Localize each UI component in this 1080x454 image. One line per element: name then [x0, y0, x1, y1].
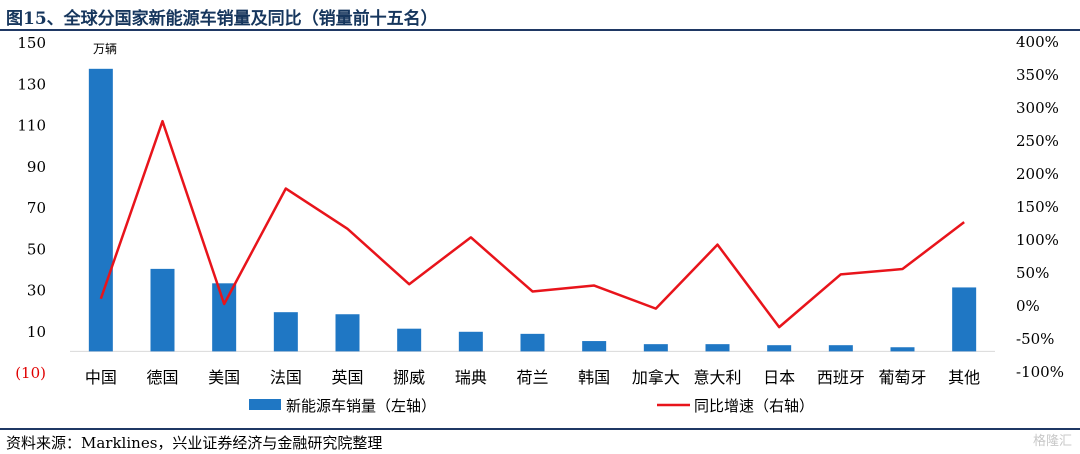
- left-tick-label: 130: [17, 75, 46, 93]
- bar: [828, 345, 853, 352]
- category-label: 其他: [948, 368, 980, 387]
- right-tick-label: -100%: [1016, 363, 1064, 381]
- legend-line-label: 同比增速（右轴）: [694, 397, 814, 415]
- category-label: 美国: [208, 368, 240, 387]
- bar: [397, 328, 422, 352]
- right-tick-label: 200%: [1016, 165, 1059, 183]
- right-tick-label: -50%: [1016, 330, 1054, 348]
- category-label: 韩国: [578, 368, 610, 387]
- yoy-line-series: [99, 119, 965, 329]
- legend-bar-swatch: [249, 399, 281, 410]
- source-note: 资料来源：Marklines，兴业证券经济与金融研究院整理: [6, 434, 383, 452]
- right-tick-label: 300%: [1016, 99, 1059, 117]
- watermark-logo: 格隆汇: [1032, 434, 1072, 449]
- left-tick-label: 10: [27, 323, 46, 341]
- bar: [335, 314, 360, 352]
- right-tick-label: 100%: [1016, 231, 1059, 249]
- bar: [520, 333, 545, 352]
- bar: [643, 344, 668, 352]
- left-tick-label: (10): [15, 364, 46, 382]
- category-label: 德国: [146, 368, 178, 387]
- bar: [150, 268, 175, 352]
- unit-label: 万辆: [93, 42, 117, 56]
- bar: [767, 345, 792, 352]
- category-label: 挪威: [393, 368, 425, 387]
- right-tick-label: 350%: [1016, 66, 1059, 84]
- bar: [273, 312, 298, 352]
- bar: [88, 68, 113, 352]
- bar: [705, 344, 730, 352]
- legend-bar-label: 新能源车销量（左轴）: [286, 397, 436, 415]
- chart-title: 图15、全球分国家新能源车销量及同比（销量前十五名）: [6, 9, 438, 29]
- bar: [458, 331, 483, 352]
- category-label: 荷兰: [516, 368, 548, 387]
- category-label: 日本: [763, 368, 795, 387]
- left-tick-label: 110: [17, 117, 46, 135]
- category-label: 葡萄牙: [878, 368, 926, 387]
- category-label: 瑞典: [455, 368, 487, 387]
- right-axis: 400% 350% 300% 250% 200% 150% 100% 50% 0% -50% -10…: [1016, 33, 1064, 381]
- right-tick-label: 400%: [1016, 33, 1059, 51]
- category-labels: 中国 德国 美国 法国 英国 挪威 瑞典 荷兰 韩国 加拿大 意大利 日本 西班牙 葡萄牙 其他: [85, 368, 980, 387]
- left-tick-label: 50: [27, 240, 46, 258]
- category-label: 西班牙: [817, 368, 865, 387]
- chart-legend: 新能源车销量（左轴） 同比增速（右轴）: [249, 397, 814, 415]
- category-label: 英国: [331, 368, 363, 387]
- left-axis: 150 130 110 90 70 50 30 10 (10): [15, 34, 46, 382]
- left-tick-label: 150: [17, 34, 46, 52]
- right-tick-label: 50%: [1016, 264, 1049, 282]
- bar: [952, 287, 977, 352]
- footer-divider: [0, 428, 1080, 430]
- bar: [890, 347, 915, 352]
- left-tick-label: 30: [27, 282, 46, 300]
- bar-series: [88, 68, 977, 352]
- right-tick-label: 0%: [1016, 297, 1040, 315]
- right-tick-label: 150%: [1016, 198, 1059, 216]
- left-tick-label: 70: [27, 199, 46, 217]
- title-divider: [0, 29, 1080, 31]
- left-tick-label: 90: [27, 158, 46, 176]
- chart-canvas: 150 130 110 90 70 50 30 10 (10) 400% 350% 300% 250%…: [15, 33, 1064, 415]
- bar: [582, 341, 607, 352]
- category-label: 加拿大: [632, 368, 680, 387]
- bar: [212, 283, 237, 352]
- right-tick-label: 250%: [1016, 132, 1059, 150]
- category-label: 意大利: [693, 368, 741, 387]
- category-label: 法国: [270, 368, 302, 387]
- category-label: 中国: [85, 368, 117, 387]
